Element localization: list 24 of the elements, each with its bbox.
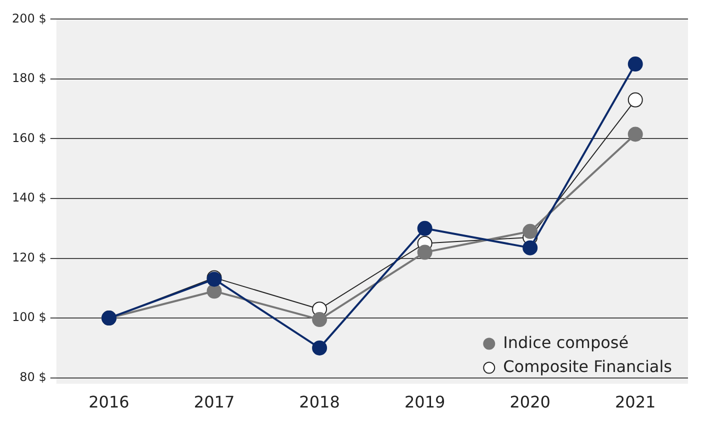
point [417,244,432,260]
point [522,224,538,239]
x-tick-label: 2018 [299,392,340,412]
y-tick-label: 100 $ [12,310,46,324]
point [312,340,328,356]
x-tick-label: 2017 [194,392,235,412]
y-tick-label: 120 $ [12,250,46,264]
y-tick-label: 200 $ [12,11,46,26]
y-tick-label: 80 $ [20,370,46,384]
point [628,126,643,142]
x-tick-label: 2016 [88,392,130,412]
point [312,312,328,328]
x-tick-label: 2021 [615,392,656,412]
x-tick-label: 2019 [404,392,446,412]
point [628,92,643,108]
x-tick-label: 2020 [510,392,550,412]
legend-label: Composite Financials [503,356,672,376]
point [417,220,432,236]
point [628,56,643,72]
y-tick-label: 140 $ [12,190,46,205]
y-tick-label: 160 $ [12,130,46,145]
point [522,240,538,256]
legend-label: Indice composé [503,332,629,352]
y-tick-label: 180 $ [12,71,46,86]
